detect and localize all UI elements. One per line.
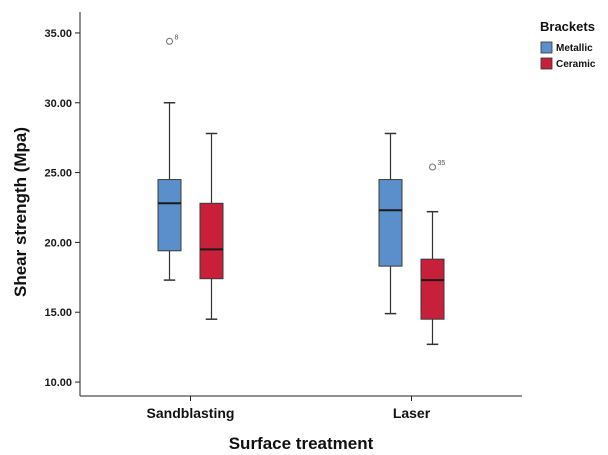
legend-swatch-ceramic [540,57,553,70]
y-tick-label: 30.00 [44,98,72,110]
legend-label-ceramic: Ceramic [556,59,596,70]
box-iqr [157,179,182,252]
box-metallic-laser [378,132,403,315]
legend-label-metallic: Metallic [556,43,593,54]
outlier-label: 35 [438,160,446,167]
box-series: 8 35 [157,34,446,346]
x-axis-title: Surface treatment [229,434,374,453]
legend-swatch-metallic [540,41,553,54]
box-iqr [420,258,445,320]
box-iqr [199,202,224,280]
legend: Brackets Metallic Ceramic [540,19,596,70]
box-ceramic-sandblasting [199,132,224,320]
x-tick-label: Sandblasting [147,405,235,421]
y-axis-title: Shear strength (Mpa) [11,127,30,297]
outlier-point [165,37,174,45]
outlier-point [428,163,437,171]
y-tick-label: 35.00 [44,28,72,40]
axes [79,12,522,397]
y-tick-label: 20.00 [44,237,72,249]
y-ticks: 10.00 15.00 20.00 25.00 30.00 35.00 [44,28,80,389]
y-tick-label: 15.00 [44,307,72,319]
outlier-label: 8 [175,34,179,41]
legend-title: Brackets [540,19,595,34]
box-metallic-sandblasting: 8 [157,34,182,281]
y-tick-label: 10.00 [44,377,72,389]
box-ceramic-laser: 35 [420,160,446,346]
box-iqr [378,179,403,267]
x-tick-label: Laser [393,405,431,421]
x-ticks: Sandblasting Laser [147,396,431,421]
y-tick-label: 25.00 [44,168,72,180]
